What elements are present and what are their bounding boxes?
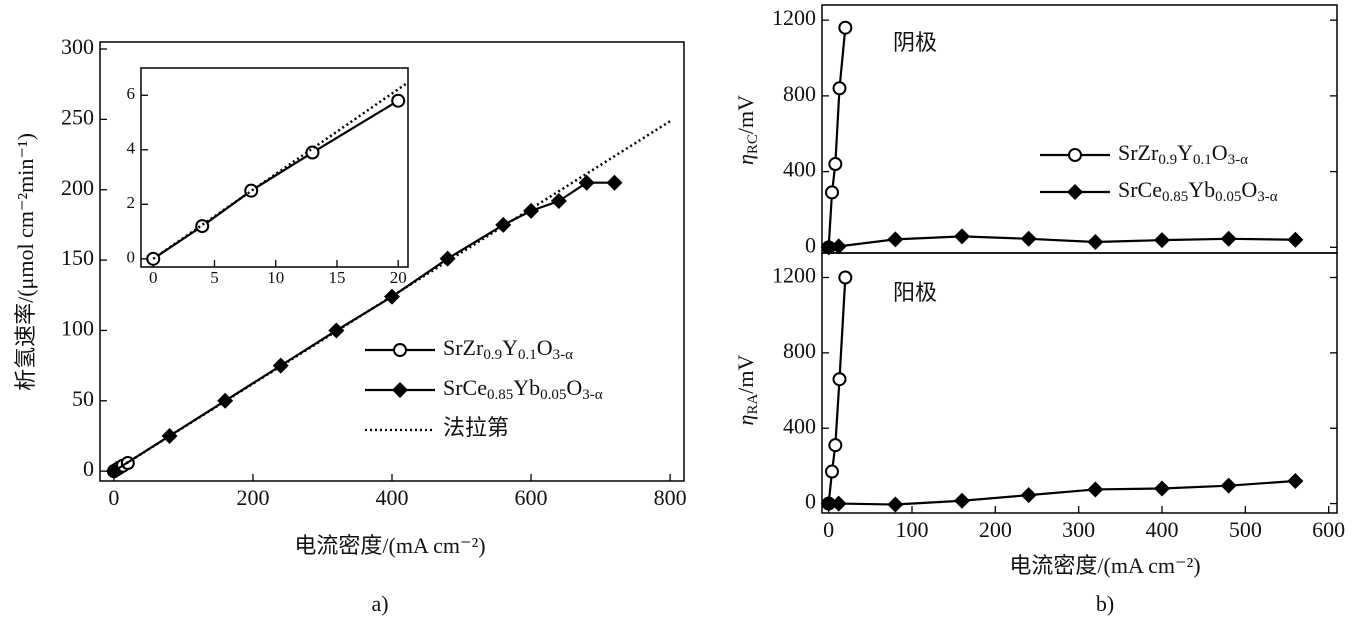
marker-diamond [887, 496, 904, 513]
marker-diamond [820, 495, 837, 512]
x-tick-label: 600 [515, 485, 548, 510]
y-tick-label: 50 [72, 386, 94, 411]
plot-frame [821, 252, 1338, 514]
y-tick-label: 100 [61, 315, 94, 340]
annotation: 阳极 [893, 280, 937, 305]
marker-diamond [1220, 230, 1237, 247]
marker-circle [825, 464, 839, 479]
y-tick-label: 0 [127, 248, 136, 267]
x-tick-label: 200 [236, 485, 269, 510]
marker-diamond [1287, 472, 1304, 489]
marker-diamond [384, 288, 400, 305]
y-tick-label: 4 [127, 139, 136, 158]
marker-circle [391, 93, 406, 108]
caption: b) [1096, 591, 1114, 616]
y-tick-label: 800 [783, 338, 816, 363]
y-tick-label: 0 [805, 489, 816, 514]
x-tick-label: 500 [1229, 517, 1262, 542]
x-tick-label: 5 [210, 268, 219, 287]
y-tick-label: 0 [805, 232, 816, 257]
marker-circle [305, 145, 320, 160]
legend-label: 法拉第 [443, 415, 509, 440]
annotation: 阴极 [893, 30, 937, 55]
marker-diamond [1287, 231, 1304, 248]
x-axis-label: 电流密度/(mA cm⁻²) [1009, 553, 1200, 578]
marker-diamond [1020, 487, 1037, 504]
y-axis-label: ηRA/mV [733, 354, 761, 425]
marker-diamond [523, 202, 540, 219]
marker-diamond [820, 239, 837, 256]
y-tick-label: 400 [783, 413, 816, 438]
y-tick-label: 200 [61, 175, 94, 200]
marker-circle [195, 219, 210, 234]
marker-diamond [1154, 232, 1170, 249]
marker-diamond [830, 495, 847, 512]
marker-circle [832, 372, 847, 387]
x-tick-label: 800 [654, 485, 687, 510]
marker-diamond [1220, 477, 1237, 494]
legend-label: SrCe0.85Yb0.05O3-α [443, 375, 603, 403]
y-tick-label: 300 [61, 34, 94, 59]
x-tick-label: 400 [1146, 517, 1179, 542]
caption: a) [371, 591, 388, 616]
y-tick-label: 6 [127, 84, 136, 103]
y-tick-label: 150 [61, 245, 94, 270]
y-tick-label: 800 [783, 81, 816, 106]
marker-circle [1068, 148, 1082, 162]
marker-circle [832, 81, 847, 96]
marker-diamond [830, 238, 847, 255]
marker-diamond [1087, 234, 1104, 251]
x-tick-label: 0 [108, 485, 119, 510]
y-tick-label: 0 [83, 456, 94, 481]
marker-diamond [328, 322, 345, 339]
y-axis-label: 析氢速率/(μmol cm⁻²min⁻¹) [13, 133, 38, 391]
x-tick-label: 20 [390, 268, 407, 287]
marker-diamond [954, 492, 970, 509]
marker-diamond [954, 228, 970, 245]
x-tick-label: 600 [1312, 517, 1345, 542]
x-tick-label: 400 [376, 485, 409, 510]
marker-diamond [606, 174, 623, 191]
y-tick-label: 1200 [772, 263, 816, 288]
marker-circle [393, 343, 407, 357]
x-tick-label: 15 [328, 268, 345, 287]
marker-circle [838, 270, 853, 285]
x-tick-label: 0 [823, 517, 834, 542]
series-line [152, 81, 409, 260]
y-tick-label: 1200 [772, 5, 816, 30]
marker-circle [828, 438, 843, 453]
marker-diamond [1020, 230, 1037, 247]
marker-diamond [392, 382, 408, 398]
y-tick-label: 2 [127, 193, 136, 212]
marker-diamond [578, 174, 595, 191]
marker-circle [838, 20, 853, 35]
marker-circle [828, 157, 843, 172]
plot-frame [140, 67, 409, 268]
marker-circle [825, 185, 839, 200]
marker-diamond [1067, 184, 1083, 200]
x-tick-label: 0 [149, 268, 158, 287]
marker-diamond [1154, 480, 1170, 497]
x-tick-label: 10 [267, 268, 284, 287]
x-tick-label: 200 [979, 517, 1012, 542]
y-tick-label: 250 [61, 104, 94, 129]
legend-label: SrZr0.9Y0.1O3-α [443, 335, 573, 363]
legend-label: SrZr0.9Y0.1O3-α [1118, 140, 1248, 168]
x-tick-label: 100 [896, 517, 929, 542]
marker-diamond [1087, 481, 1104, 498]
y-axis-label: ηRC/mV [733, 95, 761, 165]
marker-circle [244, 183, 259, 198]
x-tick-label: 300 [1062, 517, 1095, 542]
legend-label: SrCe0.85Yb0.05O3-α [1118, 177, 1278, 205]
x-axis-label: 电流密度/(mA cm⁻²) [294, 533, 485, 558]
marker-diamond [550, 192, 567, 209]
marker-diamond [887, 231, 904, 248]
marker-diamond [272, 357, 289, 374]
y-tick-label: 400 [783, 157, 816, 182]
series-line [827, 27, 847, 248]
